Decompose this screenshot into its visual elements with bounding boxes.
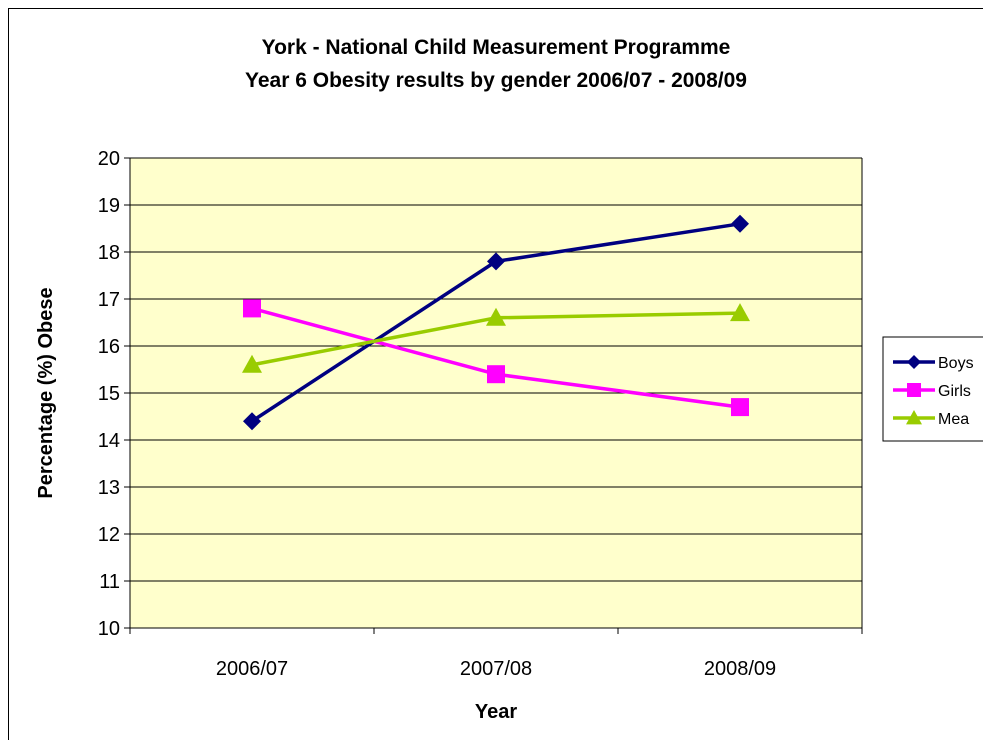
y-tick-label: 15 (98, 383, 120, 405)
series-layer (242, 214, 750, 431)
series-boys (243, 214, 749, 431)
data-point-girls (243, 299, 261, 318)
y-tick-label: 18 (98, 242, 120, 264)
data-point-mean (242, 354, 262, 373)
x-tick-label: 2006/07 (216, 658, 288, 680)
y-tick-label: 20 (98, 148, 120, 170)
legend-marker-mean (906, 410, 922, 425)
y-tick-label: 10 (98, 618, 120, 640)
data-point-girls (731, 398, 749, 417)
x-tick-label: 2008/09 (704, 658, 776, 680)
y-tick-label: 12 (98, 524, 120, 546)
grid-lines (130, 157, 863, 628)
y-tick-label: 16 (98, 336, 120, 358)
legend-marker-boys (907, 355, 921, 369)
y-ticks: 10 11 12 13 14 15 16 17 18 19 20 (98, 148, 130, 640)
data-point-boys (731, 214, 749, 233)
y-tick-label: 11 (99, 571, 120, 593)
y-tick-label: 13 (98, 477, 120, 499)
y-axis-title: Percentage (%) Obese (35, 287, 57, 498)
legend-marker-girls (907, 383, 921, 397)
legend: Boys Girls Mea (882, 336, 983, 442)
x-tick-label: 2007/08 (460, 658, 532, 680)
legend-label-boys: Boys (938, 355, 974, 372)
y-tick-label: 17 (98, 289, 120, 311)
chart-title-line-2: Year 6 Obesity results by gender 2006/07… (245, 69, 747, 92)
data-point-mean (730, 303, 750, 322)
y-tick-label: 14 (98, 430, 120, 452)
series-mean (242, 303, 750, 373)
legend-label-mean: Mea (938, 411, 969, 428)
x-ticks: 2006/07 2007/08 2008/09 (129, 628, 863, 680)
x-axis-title: Year (475, 701, 517, 723)
chart-title-line-1: York - National Child Measurement Progra… (262, 36, 731, 59)
legend-label-girls: Girls (938, 383, 971, 400)
data-point-boys (243, 412, 261, 431)
data-point-mean (486, 307, 506, 326)
y-tick-label: 19 (98, 195, 120, 217)
data-point-girls (487, 365, 505, 384)
series-girls (243, 299, 749, 417)
data-point-boys (487, 252, 505, 271)
